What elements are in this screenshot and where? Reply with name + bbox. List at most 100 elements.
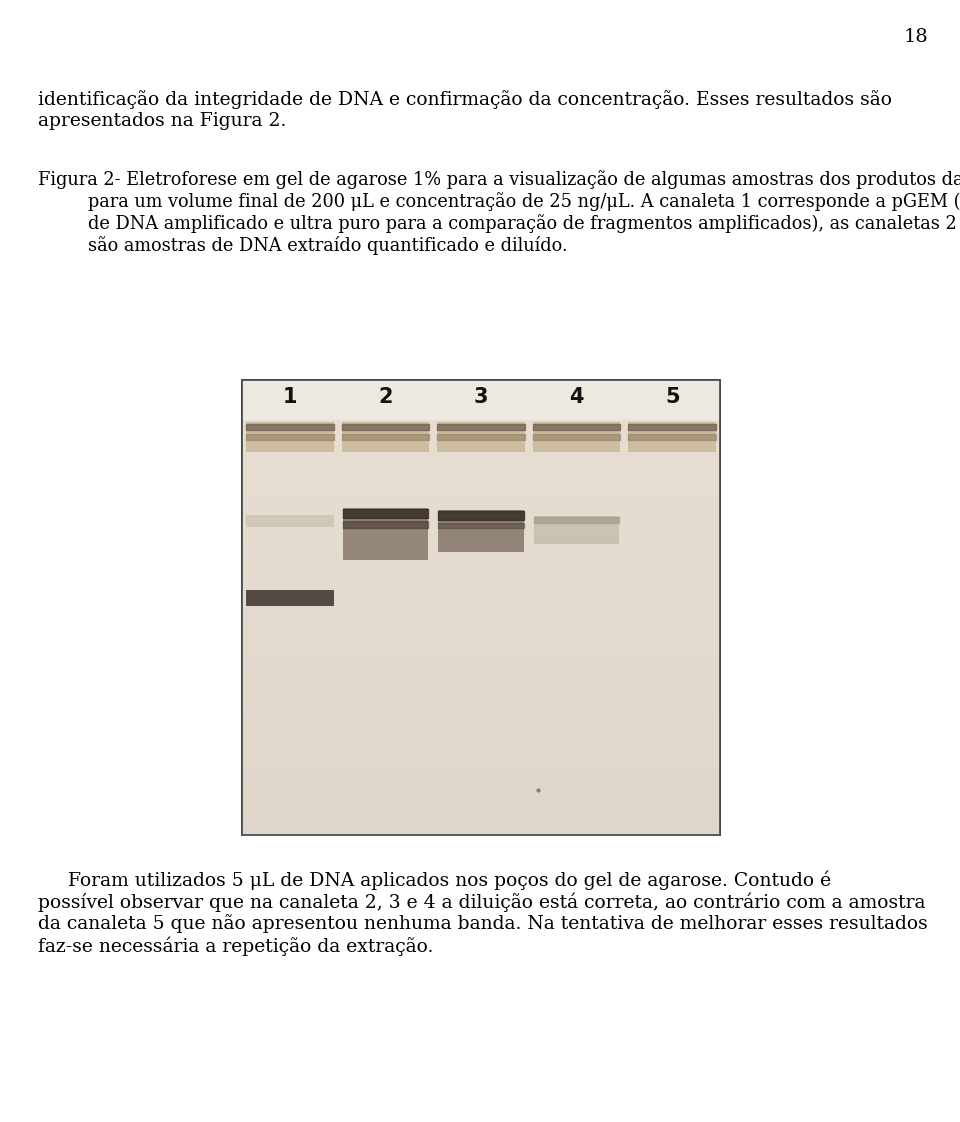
Bar: [242, 544, 720, 549]
Bar: [242, 710, 720, 715]
Bar: [242, 748, 720, 753]
Bar: [242, 652, 720, 656]
Bar: [242, 665, 720, 670]
Bar: [242, 496, 720, 500]
Bar: [242, 700, 720, 705]
Bar: [242, 431, 720, 435]
Bar: [242, 380, 720, 420]
Bar: [242, 472, 720, 477]
Bar: [242, 735, 720, 739]
Bar: [242, 683, 720, 688]
Bar: [242, 521, 720, 525]
Bar: [242, 451, 720, 456]
Bar: [242, 527, 720, 532]
Bar: [242, 752, 720, 756]
Bar: [246, 515, 334, 527]
Bar: [242, 720, 720, 725]
Bar: [246, 422, 334, 452]
Bar: [242, 493, 720, 497]
Bar: [242, 693, 720, 698]
Bar: [242, 697, 720, 701]
Text: Foram utilizados 5 μL de DNA aplicados nos poços do gel de agarose. Contudo é: Foram utilizados 5 μL de DNA aplicados n…: [38, 870, 831, 890]
Bar: [242, 503, 720, 507]
Bar: [242, 793, 720, 798]
Bar: [242, 420, 720, 424]
Bar: [242, 703, 720, 708]
Bar: [242, 755, 720, 760]
Bar: [242, 506, 720, 511]
Bar: [242, 534, 720, 539]
Bar: [242, 680, 720, 683]
Bar: [242, 742, 720, 746]
Bar: [242, 811, 720, 816]
Bar: [242, 828, 720, 833]
Bar: [242, 576, 720, 580]
Bar: [437, 422, 525, 452]
Bar: [242, 766, 720, 771]
Bar: [242, 579, 720, 583]
Bar: [438, 511, 524, 552]
Bar: [242, 649, 720, 653]
Bar: [242, 589, 720, 594]
Bar: [242, 762, 720, 766]
Bar: [242, 714, 720, 718]
Text: 1: 1: [282, 387, 297, 407]
Bar: [242, 514, 720, 518]
Bar: [242, 797, 720, 801]
Bar: [242, 770, 720, 774]
Bar: [242, 586, 720, 590]
Bar: [242, 517, 720, 522]
Bar: [242, 380, 720, 835]
Text: Figura 2- Eletroforese em gel de agarose 1% para a visualização de algumas amost: Figura 2- Eletroforese em gel de agarose…: [38, 171, 960, 188]
Bar: [242, 600, 720, 605]
Bar: [242, 454, 720, 459]
Bar: [242, 597, 720, 601]
Bar: [242, 815, 720, 819]
Bar: [242, 690, 720, 695]
Bar: [242, 489, 720, 494]
Bar: [242, 524, 720, 528]
Bar: [533, 422, 620, 452]
Bar: [242, 537, 720, 542]
Bar: [242, 555, 720, 560]
Bar: [242, 831, 720, 836]
Bar: [242, 675, 720, 680]
Bar: [242, 548, 720, 552]
Bar: [242, 479, 720, 484]
Bar: [242, 669, 720, 673]
Bar: [242, 441, 720, 445]
Bar: [242, 821, 720, 826]
Bar: [242, 541, 720, 545]
Text: 2: 2: [378, 387, 393, 407]
Bar: [242, 426, 720, 431]
Bar: [242, 438, 720, 442]
Bar: [242, 448, 720, 452]
Bar: [242, 569, 720, 573]
Bar: [242, 582, 720, 587]
Bar: [242, 607, 720, 611]
Bar: [242, 614, 720, 618]
Bar: [242, 717, 720, 721]
Text: 18: 18: [903, 28, 928, 46]
Bar: [242, 790, 720, 794]
Bar: [242, 461, 720, 466]
Bar: [242, 825, 720, 829]
Bar: [242, 800, 720, 804]
Bar: [343, 508, 428, 560]
Bar: [242, 465, 720, 469]
Text: possível observar que na canaleta 2, 3 e 4 a diluição está correta, ao contrário: possível observar que na canaleta 2, 3 e…: [38, 892, 925, 911]
Bar: [242, 662, 720, 666]
Text: para um volume final de 200 μL e concentração de 25 ng/μL. A canaleta 1 correspo: para um volume final de 200 μL e concent…: [88, 192, 960, 211]
Bar: [242, 468, 720, 472]
Bar: [242, 732, 720, 736]
Bar: [242, 659, 720, 663]
Bar: [242, 638, 720, 642]
Bar: [242, 565, 720, 570]
Bar: [242, 551, 720, 555]
Bar: [242, 745, 720, 749]
Bar: [242, 617, 720, 622]
Bar: [242, 610, 720, 615]
Bar: [242, 592, 720, 597]
Bar: [242, 787, 720, 791]
Text: faz-se necessária a repetição da extração.: faz-se necessária a repetição da extraçã…: [38, 936, 433, 956]
